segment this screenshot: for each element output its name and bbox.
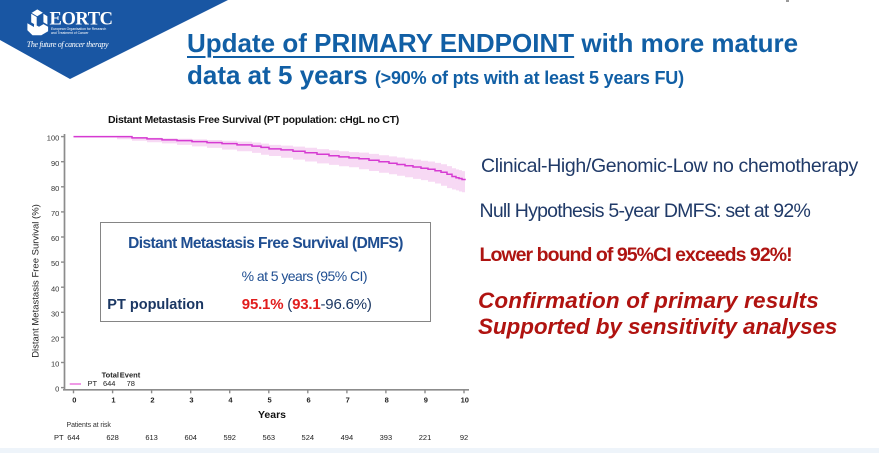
svg-text:90: 90 — [51, 159, 59, 168]
svg-text:524: 524 — [302, 433, 315, 442]
svg-text:6: 6 — [307, 396, 311, 405]
svg-text:Event: Event — [120, 371, 141, 380]
svg-text:92: 92 — [460, 433, 468, 442]
svg-text:70: 70 — [51, 209, 59, 218]
svg-text:Patients at risk: Patients at risk — [67, 422, 112, 429]
svg-text:0: 0 — [72, 396, 76, 405]
svg-text:PT: PT — [88, 379, 98, 388]
svg-text:628: 628 — [106, 433, 119, 442]
svg-text:494: 494 — [341, 433, 354, 442]
svg-text:7: 7 — [346, 396, 350, 405]
svg-text:5: 5 — [268, 396, 272, 405]
svg-text:8: 8 — [385, 396, 389, 405]
svg-text:604: 604 — [184, 433, 197, 442]
svg-text:9: 9 — [424, 396, 428, 405]
svg-text:and Treatment of Cancer: and Treatment of Cancer — [51, 31, 89, 35]
svg-text:Total: Total — [102, 371, 119, 380]
svg-text:1: 1 — [111, 396, 115, 405]
svg-text:2: 2 — [150, 396, 154, 405]
svg-text:644: 644 — [103, 379, 116, 388]
svg-text:80: 80 — [51, 184, 59, 193]
svg-text:4: 4 — [228, 396, 233, 405]
svg-text:PT: PT — [54, 433, 64, 442]
svg-text:3: 3 — [189, 396, 193, 405]
svg-text:100: 100 — [47, 134, 60, 143]
svg-text:20: 20 — [51, 335, 59, 344]
svg-text:78: 78 — [127, 379, 135, 388]
svg-text:Distant Metastasis Free Surviv: Distant Metastasis Free Survival (%) — [31, 204, 42, 358]
svg-text:30: 30 — [51, 309, 59, 318]
svg-text:563: 563 — [263, 433, 276, 442]
svg-text:10: 10 — [461, 396, 469, 405]
svg-text:EORTC: EORTC — [50, 10, 113, 30]
svg-text:50: 50 — [51, 259, 59, 268]
svg-text:40: 40 — [51, 284, 59, 293]
svg-text:0: 0 — [55, 385, 59, 394]
svg-text:60: 60 — [51, 234, 59, 243]
svg-text:Distant Metastasis Free Surviv: Distant Metastasis Free Survival (PT pop… — [108, 114, 399, 126]
svg-text:European Organisation for Rese: European Organisation for Research — [51, 27, 106, 31]
svg-text:613: 613 — [145, 433, 158, 442]
svg-text:10: 10 — [51, 360, 59, 369]
svg-text:644: 644 — [67, 433, 80, 442]
svg-text:Years: Years — [258, 409, 286, 421]
svg-text:592: 592 — [223, 433, 236, 442]
svg-text:393: 393 — [380, 433, 393, 442]
svg-text:The future of cancer therapy: The future of cancer therapy — [27, 40, 109, 49]
svg-text:221: 221 — [419, 433, 432, 442]
